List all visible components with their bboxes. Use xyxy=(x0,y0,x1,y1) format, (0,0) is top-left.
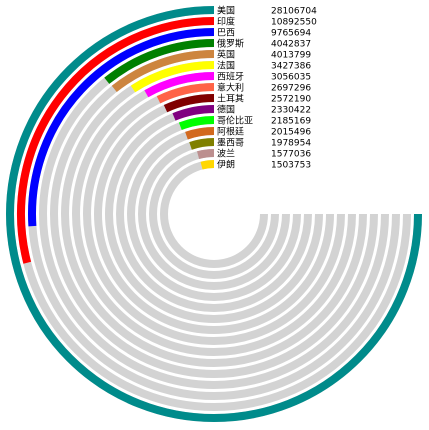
track-ring xyxy=(83,83,345,345)
track-ring xyxy=(72,72,356,356)
series-name-label: 西班牙 xyxy=(217,71,244,83)
series-value-label: 10892550 xyxy=(271,18,317,28)
series-value-label: 4013799 xyxy=(271,51,311,61)
track-ring xyxy=(50,50,378,378)
series-name-label: 哥伦比亚 xyxy=(217,115,253,127)
bar-arc xyxy=(178,116,215,131)
bar-arc xyxy=(28,28,215,227)
series-value-label: 2697296 xyxy=(271,84,311,94)
series-value-label: 2330422 xyxy=(271,106,311,116)
series-value-label: 28106704 xyxy=(271,7,317,17)
series-name-label: 德国 xyxy=(217,104,235,116)
track-ring xyxy=(116,116,312,312)
series-name-label: 墨西哥 xyxy=(217,138,244,149)
bar-arc xyxy=(144,72,215,98)
bar-arc xyxy=(104,39,215,84)
series-value-label: 2015496 xyxy=(271,128,311,138)
series-value-label: 1978954 xyxy=(271,139,311,149)
track-ring xyxy=(160,160,268,268)
series-value-label: 1577036 xyxy=(271,150,311,160)
bar-arc xyxy=(200,160,215,170)
bar-arc xyxy=(185,126,215,140)
series-value-label: 3427386 xyxy=(271,62,311,72)
bar-arc xyxy=(156,83,215,104)
series-name-label: 土耳其 xyxy=(217,93,244,105)
track-ring xyxy=(39,39,389,389)
series-name-label: 伊朗 xyxy=(217,159,235,171)
series-name-label: 法国 xyxy=(217,60,235,72)
series-name-label: 俄罗斯 xyxy=(217,38,244,50)
series-name-label: 波兰 xyxy=(217,148,235,160)
series-value-label: 9765694 xyxy=(271,29,311,39)
track-ring xyxy=(61,61,367,367)
series-value-label: 2572190 xyxy=(271,95,311,105)
track-ring xyxy=(138,138,290,290)
bar-arc xyxy=(172,105,215,121)
track-ring xyxy=(94,94,334,334)
series-name-label: 意大利 xyxy=(217,82,244,94)
series-name-label: 巴西 xyxy=(217,28,235,39)
track-ring xyxy=(149,149,279,279)
series-value-label: 3056035 xyxy=(271,73,311,83)
track-ring xyxy=(105,105,323,323)
bar-arc xyxy=(189,138,215,150)
bar-arc xyxy=(17,17,215,264)
series-name-label: 阿根廷 xyxy=(217,126,244,138)
series-value-label: 2185169 xyxy=(271,117,311,127)
track-ring xyxy=(127,127,301,301)
series-name-label: 英国 xyxy=(217,49,235,61)
bar-arc xyxy=(197,149,215,160)
bar-arc xyxy=(111,50,215,93)
series-value-label: 4042837 xyxy=(271,40,311,50)
bar-layer xyxy=(6,6,422,422)
bar-arc xyxy=(130,61,215,93)
series-value-label: 1503753 xyxy=(271,161,311,171)
series-name-label: 美国 xyxy=(217,5,235,17)
bar-arc xyxy=(6,6,422,422)
series-name-label: 印度 xyxy=(217,16,235,28)
bar-arc xyxy=(163,94,215,113)
label-layer: 美国 28106704 印度 10892550 巴西 9765694 俄罗斯 4042837 英… xyxy=(217,5,317,171)
